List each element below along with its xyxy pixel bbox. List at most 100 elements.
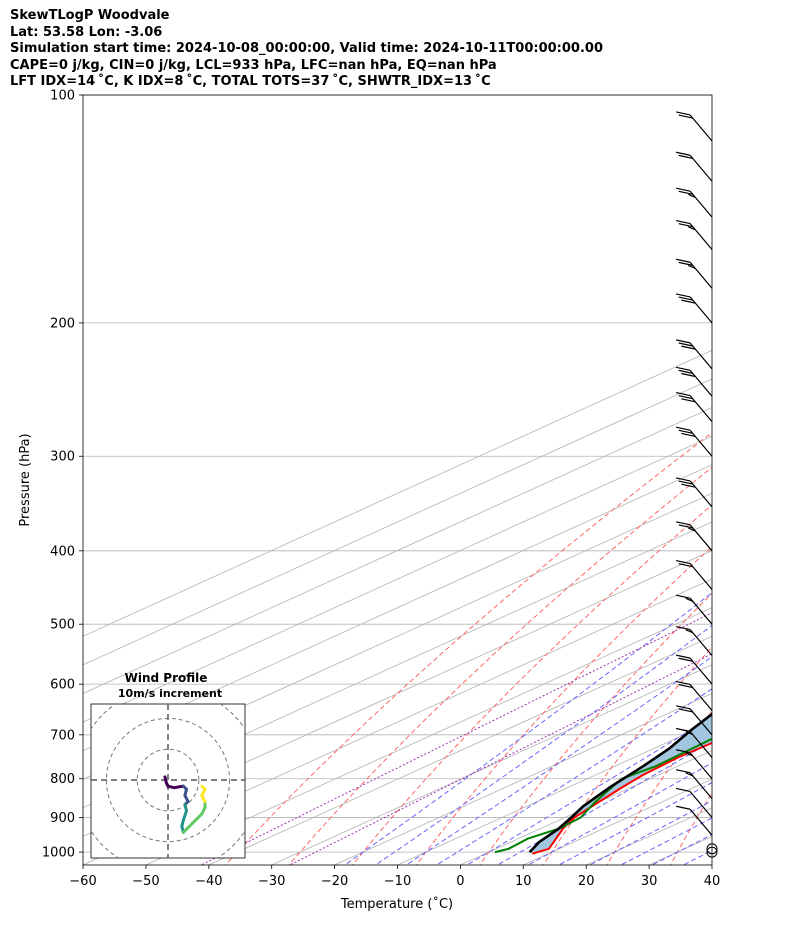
barb-flag — [688, 193, 696, 198]
barb-flag — [678, 190, 693, 195]
parcel-line — [528, 712, 712, 853]
barb-flag — [675, 339, 691, 344]
wind-barb — [675, 339, 713, 370]
isotherm-line — [711, 864, 712, 865]
barb-flag — [675, 293, 691, 298]
barb-flag — [675, 521, 691, 526]
wind-barb — [675, 521, 713, 552]
barb-shaft — [689, 563, 713, 590]
barb-flag — [685, 629, 693, 634]
moist-adiabat-line — [557, 781, 712, 865]
barb-flag — [675, 805, 691, 810]
barb-flag — [675, 727, 691, 733]
barb-flag — [675, 477, 691, 482]
y-tick-label: 700 — [50, 728, 75, 743]
wind-barb — [675, 625, 713, 656]
barb-flag — [675, 787, 691, 793]
chart-header: SkewTLogP Woodvale Lat: 53.58 Lon: -3.06… — [10, 8, 603, 91]
barb-shaft — [689, 731, 713, 758]
mixing-ratio-line — [200, 612, 712, 865]
barb-shaft — [689, 791, 713, 818]
station-title: SkewTLogP Woodvale — [10, 8, 170, 23]
wind-barb — [675, 805, 713, 836]
barb-shaft — [689, 395, 713, 422]
barb-flag — [681, 299, 696, 304]
isotherm-line — [83, 578, 712, 865]
hodograph-title: Wind Profile — [125, 671, 208, 685]
moist-adiabat-line — [619, 817, 712, 865]
barb-shaft — [689, 369, 713, 397]
moist-adiabat-line — [405, 656, 712, 865]
barb-flag — [678, 261, 693, 266]
moist-adiabat-line — [708, 95, 794, 868]
cape-cin-fill — [529, 714, 712, 854]
wind-barb — [675, 366, 713, 397]
wind-barb — [675, 477, 713, 508]
barb-shaft — [689, 808, 713, 836]
barb-flag — [675, 219, 691, 225]
isotherm-line — [83, 378, 712, 666]
barb-shaft — [689, 296, 713, 324]
axes: −60 −50 −40 −30 −20 −10 0 10 20 30 40 1000 900 800 700… — [42, 89, 720, 890]
barb-flag — [685, 731, 693, 736]
barb-shaft — [689, 342, 713, 370]
barb-flag — [675, 187, 691, 192]
wind-barb — [675, 293, 713, 324]
profile-lines — [494, 712, 712, 855]
moist-adiabat-line — [465, 716, 712, 865]
x-tick-label: 20 — [578, 874, 595, 889]
x-tick-label: 40 — [704, 874, 721, 889]
barb-flag — [675, 391, 691, 397]
x-tick-label: 30 — [641, 874, 658, 889]
barb-flag — [681, 398, 696, 403]
barb-flag — [675, 594, 691, 599]
barb-flag — [678, 657, 693, 662]
barb-flag — [675, 559, 691, 565]
moist-adiabat-line — [496, 740, 712, 865]
barb-shaft — [689, 223, 713, 250]
barb-flag — [675, 769, 691, 774]
y-tick-label: 200 — [50, 316, 75, 331]
barb-flag — [681, 432, 696, 438]
dry-adiabat-line — [224, 432, 712, 865]
temperature-line — [532, 741, 712, 855]
barb-flag — [678, 114, 693, 119]
simulation-times: Simulation start time: 2024-10-08_00:00:… — [10, 41, 603, 56]
isotherm-line — [271, 664, 712, 865]
dry-adiabat-line — [733, 95, 794, 868]
barb-flag — [675, 111, 691, 116]
dewpoint-line — [494, 737, 712, 854]
isotherm-line — [334, 693, 712, 865]
barb-flag — [678, 480, 693, 485]
dry-adiabat-line — [479, 592, 712, 865]
barb-flag — [675, 625, 691, 631]
hodograph-segment — [200, 784, 207, 791]
barb-flag — [685, 772, 693, 777]
barb-flag — [675, 705, 691, 710]
wind-barb — [675, 187, 713, 218]
wind-barb — [675, 258, 713, 289]
barb-flag — [685, 752, 693, 757]
barb-shaft — [689, 190, 713, 218]
barb-shaft — [689, 629, 713, 656]
hodograph-ring — [136, 748, 200, 812]
x-tick-label: −20 — [321, 874, 348, 889]
stability-indices: LFT IDX=14 ˚C, K IDX=8 ˚C, TOTAL TOTS=37… — [10, 74, 491, 89]
isotherm-line — [83, 349, 712, 637]
wind-barb — [675, 111, 713, 142]
wind-barb — [675, 219, 713, 250]
station-location: Lat: 53.58 Lon: -3.06 — [10, 24, 163, 40]
x-tick-label: 0 — [456, 874, 464, 889]
barb-shaft — [689, 154, 713, 182]
isotherm-line — [208, 635, 712, 865]
barb-shaft — [689, 684, 713, 711]
y-tick-label: 900 — [50, 811, 75, 826]
hodograph-segment — [191, 812, 204, 825]
barb-shaft — [689, 657, 713, 685]
isotherm-line — [145, 607, 712, 865]
dry-adiabat-line — [351, 504, 712, 865]
wind-barb — [675, 787, 713, 818]
barb-flag — [675, 151, 691, 156]
y-axis-label: Pressure (hPa) — [18, 433, 33, 526]
